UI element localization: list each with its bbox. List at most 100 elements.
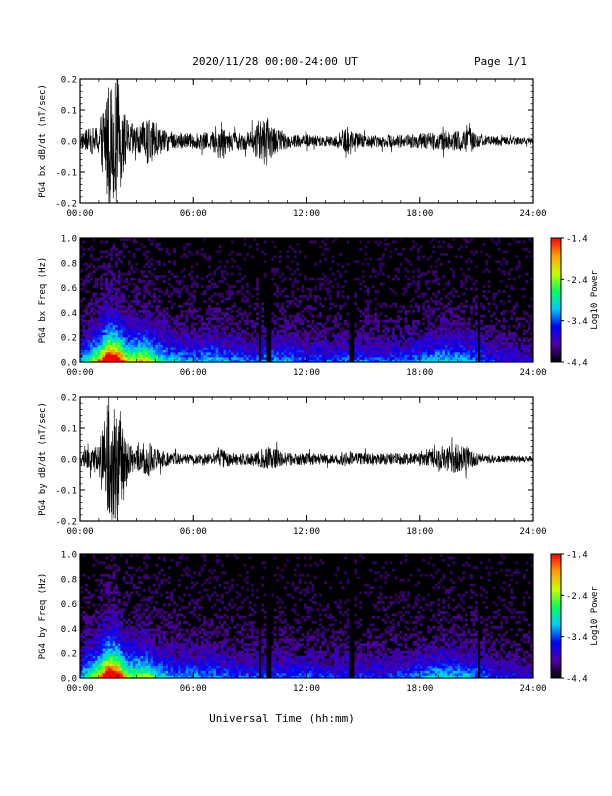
spectrogram-cell <box>294 327 297 330</box>
spectrogram-cell <box>508 295 511 298</box>
spectrogram-cell <box>503 337 506 340</box>
spectrogram-cell <box>291 325 294 328</box>
spectrogram-cell <box>319 352 322 355</box>
spectrogram-cell <box>85 310 88 313</box>
spectrogram-cell <box>105 330 108 333</box>
spectrogram-cell <box>412 355 415 358</box>
spectrogram-cell <box>221 330 224 333</box>
spectrogram-cell <box>228 288 231 291</box>
spectrogram-cell <box>143 295 146 298</box>
spectrogram-cell <box>440 253 443 256</box>
spectrogram-cell <box>105 616 108 619</box>
spectrogram-cell <box>435 355 438 358</box>
spectrogram-cell <box>95 636 98 639</box>
spectrogram-cell <box>452 312 455 315</box>
spectrogram-cell <box>85 648 88 651</box>
spectrogram-cell <box>314 240 317 243</box>
spectrogram-cell <box>108 315 111 318</box>
spectrogram-cell <box>432 300 435 303</box>
spectrogram-cell <box>216 330 219 333</box>
spectrogram-cell <box>125 245 128 248</box>
spectrogram-cell <box>480 352 483 355</box>
spectrogram-cell <box>382 302 385 305</box>
spectrogram-cell <box>503 270 506 273</box>
spectrogram-cell <box>490 335 493 338</box>
spectrogram-cell <box>226 337 229 340</box>
spectrogram-cell <box>234 352 237 355</box>
spectrogram-cell <box>374 350 377 353</box>
spectrogram-cell <box>108 574 111 577</box>
spectrogram-cell <box>425 340 428 343</box>
spectrogram-cell <box>108 305 111 308</box>
spectrogram-cell <box>385 305 388 308</box>
spectrogram-cell <box>374 357 377 360</box>
spectrogram-cell <box>417 285 420 288</box>
spectrogram-cell <box>447 342 450 345</box>
spectrogram-cell <box>402 342 405 345</box>
spectrogram-cell <box>161 335 164 338</box>
spectrogram-cell <box>483 355 486 358</box>
spectrogram-cell <box>156 322 159 325</box>
spectrogram-cell <box>254 345 257 348</box>
spectrogram-cell <box>105 352 108 355</box>
spectrogram-cell <box>115 564 118 567</box>
spectrogram-cell <box>93 352 96 355</box>
spectrogram-cell <box>166 332 169 335</box>
spectrogram-cell <box>354 342 357 345</box>
spectrogram-cell <box>296 337 299 340</box>
spectrogram-cell <box>339 273 342 276</box>
spectrogram-cell <box>301 322 304 325</box>
spectrogram-cell <box>100 332 103 335</box>
spectrogram-cell <box>495 330 498 333</box>
spectrogram-cell <box>158 345 161 348</box>
spectrogram-cell <box>103 320 106 323</box>
spectrogram-cell <box>382 342 385 345</box>
spectrogram-cell <box>228 337 231 340</box>
spectrogram-cell <box>239 322 242 325</box>
spectrogram-cell <box>90 322 93 325</box>
spectrogram-cell <box>246 357 249 360</box>
spectrogram-cell <box>120 633 123 636</box>
y-tick-label: 1.0 <box>61 235 77 245</box>
spectrogram-cell <box>445 322 448 325</box>
spectrogram-cell <box>100 616 103 619</box>
spectrogram-cell <box>125 653 128 656</box>
spectrogram-cell <box>377 322 380 325</box>
spectrogram-cell <box>470 342 473 345</box>
spectrogram-cell <box>503 335 506 338</box>
spectrogram-cell <box>120 345 123 348</box>
spectrogram-cell <box>432 307 435 310</box>
spectrogram-cell <box>289 347 292 350</box>
spectrogram-cell <box>93 673 96 676</box>
spectrogram-cell <box>223 342 226 345</box>
spectrogram-cell <box>274 273 277 276</box>
spectrogram-cell <box>488 285 491 288</box>
spectrogram-cell <box>85 661 88 664</box>
spectrogram-cell <box>261 250 264 253</box>
spectrogram-cell <box>176 347 179 350</box>
spectrogram-cell <box>103 327 106 330</box>
spectrogram-cell <box>256 248 259 251</box>
spectrogram-cell <box>367 302 370 305</box>
spectrogram-cell <box>158 330 161 333</box>
spectrogram-cell <box>460 342 463 345</box>
spectrogram-cell <box>357 335 360 338</box>
spectrogram-cell <box>470 312 473 315</box>
spectrogram-cell <box>85 290 88 293</box>
spectrogram-cell <box>123 579 126 582</box>
spectrogram-cell <box>256 317 259 320</box>
spectrogram-cell <box>407 355 410 358</box>
spectrogram-cell <box>108 298 111 301</box>
spectrogram-cell <box>415 302 418 305</box>
spectrogram-cell <box>93 293 96 296</box>
spectrogram-cell <box>188 293 191 296</box>
spectrogram-cell <box>463 340 466 343</box>
spectrogram-cell <box>254 347 257 350</box>
spectrogram-cell <box>93 285 96 288</box>
spectrogram-cell <box>405 327 408 330</box>
spectrogram-cell <box>143 290 146 293</box>
spectrogram-cell <box>296 347 299 350</box>
spectrogram-cell <box>98 355 101 358</box>
spectrogram-cell <box>244 320 247 323</box>
